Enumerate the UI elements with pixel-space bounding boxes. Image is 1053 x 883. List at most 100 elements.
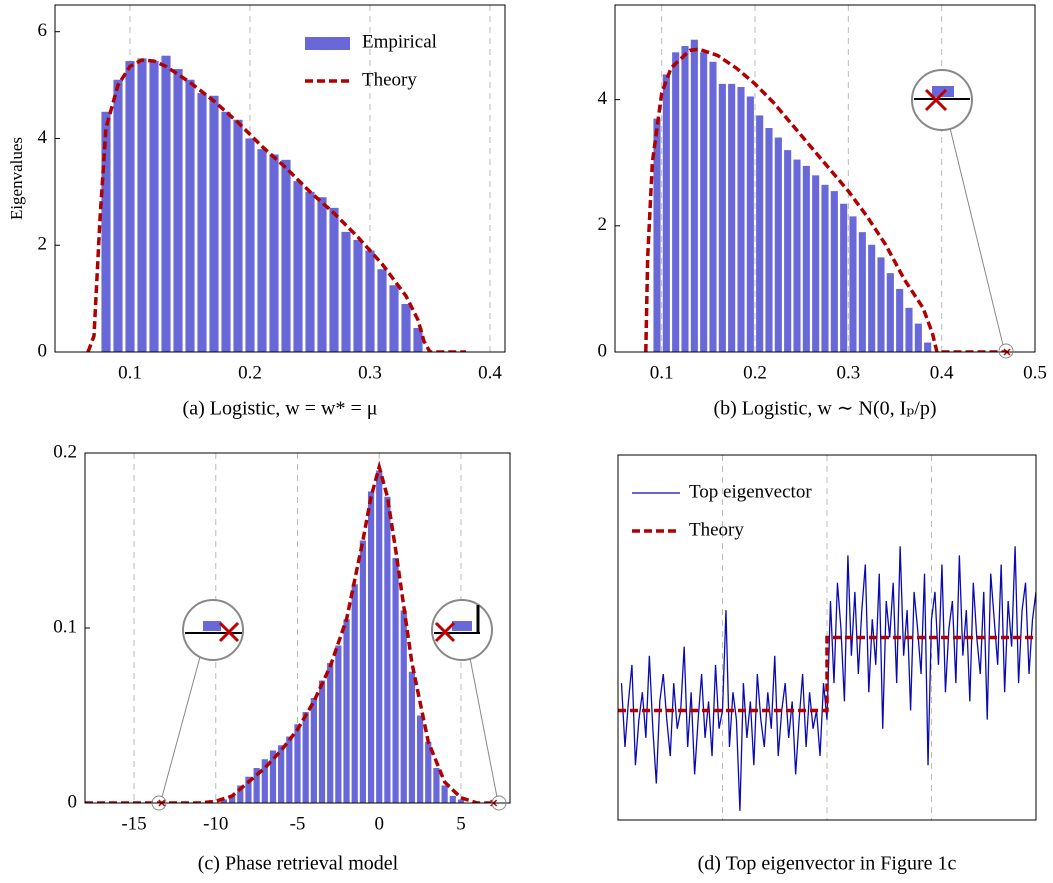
plot-area [85,460,494,803]
y-tick-label: 4 [598,88,608,109]
bar [269,154,279,352]
x-tick-label: 0 [374,813,384,834]
bar [341,231,351,352]
inset-cross [218,621,240,643]
x-tick-label: 5 [456,813,466,834]
y-tick-label: 4 [38,127,48,148]
bar [245,138,255,352]
bar [896,288,904,352]
bar [335,645,342,803]
x-tick-label: 0.3 [358,362,382,383]
bar [376,470,383,803]
bar [812,175,820,352]
bar [914,323,922,352]
bar [185,79,195,352]
x-tick-label: -10 [203,813,228,834]
bar [413,327,423,352]
bar [220,799,228,803]
y-tick-label: 2 [598,214,608,235]
plot-area [618,546,1036,811]
axes-frame [614,4,1036,353]
bar [353,239,363,352]
bar [343,619,350,803]
bar [868,244,876,352]
bar [278,745,285,803]
bar [408,671,416,803]
plot-area [86,55,466,352]
bar [253,768,260,803]
bar [281,159,291,352]
caption: (c) Phase retrieval model [198,853,399,875]
bar [746,96,754,352]
theory-line [86,58,466,352]
y-tick-label: 6 [38,20,48,41]
bar [125,61,135,352]
bar [821,184,829,352]
x-tick-label: 0.5 [1023,362,1047,383]
inset-connector [161,656,201,798]
theory-line [618,635,1036,713]
x-tick-label: 0.1 [118,362,142,383]
bar [765,128,773,352]
bar [681,46,689,352]
bar [101,111,111,352]
inset-bar [452,621,472,631]
bar [793,159,801,352]
inset-source [998,343,1014,359]
caption: (b) Logistic, w ∼ N(0, Iₚ/p) [713,398,936,420]
bar [425,741,432,803]
bar [877,257,885,352]
bar [302,712,309,803]
bar [294,724,301,803]
x-tick-label: -5 [290,813,306,834]
bar [401,303,411,352]
bar [416,715,424,803]
bar [433,768,440,803]
bar [392,558,399,803]
y-tick-label: 2 [38,234,48,255]
axes-frame [54,4,506,353]
legend-swatch [305,37,350,50]
bar [737,87,745,352]
y-axis-label: Eigenvalues [7,137,26,220]
bar [351,584,358,803]
bar [317,197,327,352]
y-tick-label: 0 [598,340,608,361]
legend-label: Theory [689,519,744,540]
theory-line [85,460,494,803]
legend-label: Top eigenvector [689,481,812,502]
x-tick-label: -15 [121,813,146,834]
bar [245,776,252,803]
bar [229,796,236,803]
bar [233,119,243,352]
bar [269,750,277,803]
bar [728,83,736,352]
bar [173,69,183,352]
inset-connector [469,657,498,798]
bar [377,269,387,352]
bar [365,250,375,352]
bar [830,191,838,352]
bar [449,796,456,803]
inset-source [151,795,167,811]
legend-label: Empirical [362,31,437,52]
bar [237,785,244,803]
x-tick-label: 0.4 [930,362,954,383]
zoom-insets [151,69,1014,811]
bar [293,181,303,352]
bar [367,491,375,803]
bar [400,610,407,803]
bar [161,55,171,352]
bar [310,698,317,803]
inset-source [491,795,507,811]
bar [905,307,913,352]
bar [286,736,293,803]
bar [327,663,334,803]
y-tick-label: 0 [38,340,48,361]
axes-frame [84,452,511,804]
bar [840,203,848,352]
theory-line [644,47,1007,352]
bar [662,74,670,352]
inset-cross [434,621,456,643]
